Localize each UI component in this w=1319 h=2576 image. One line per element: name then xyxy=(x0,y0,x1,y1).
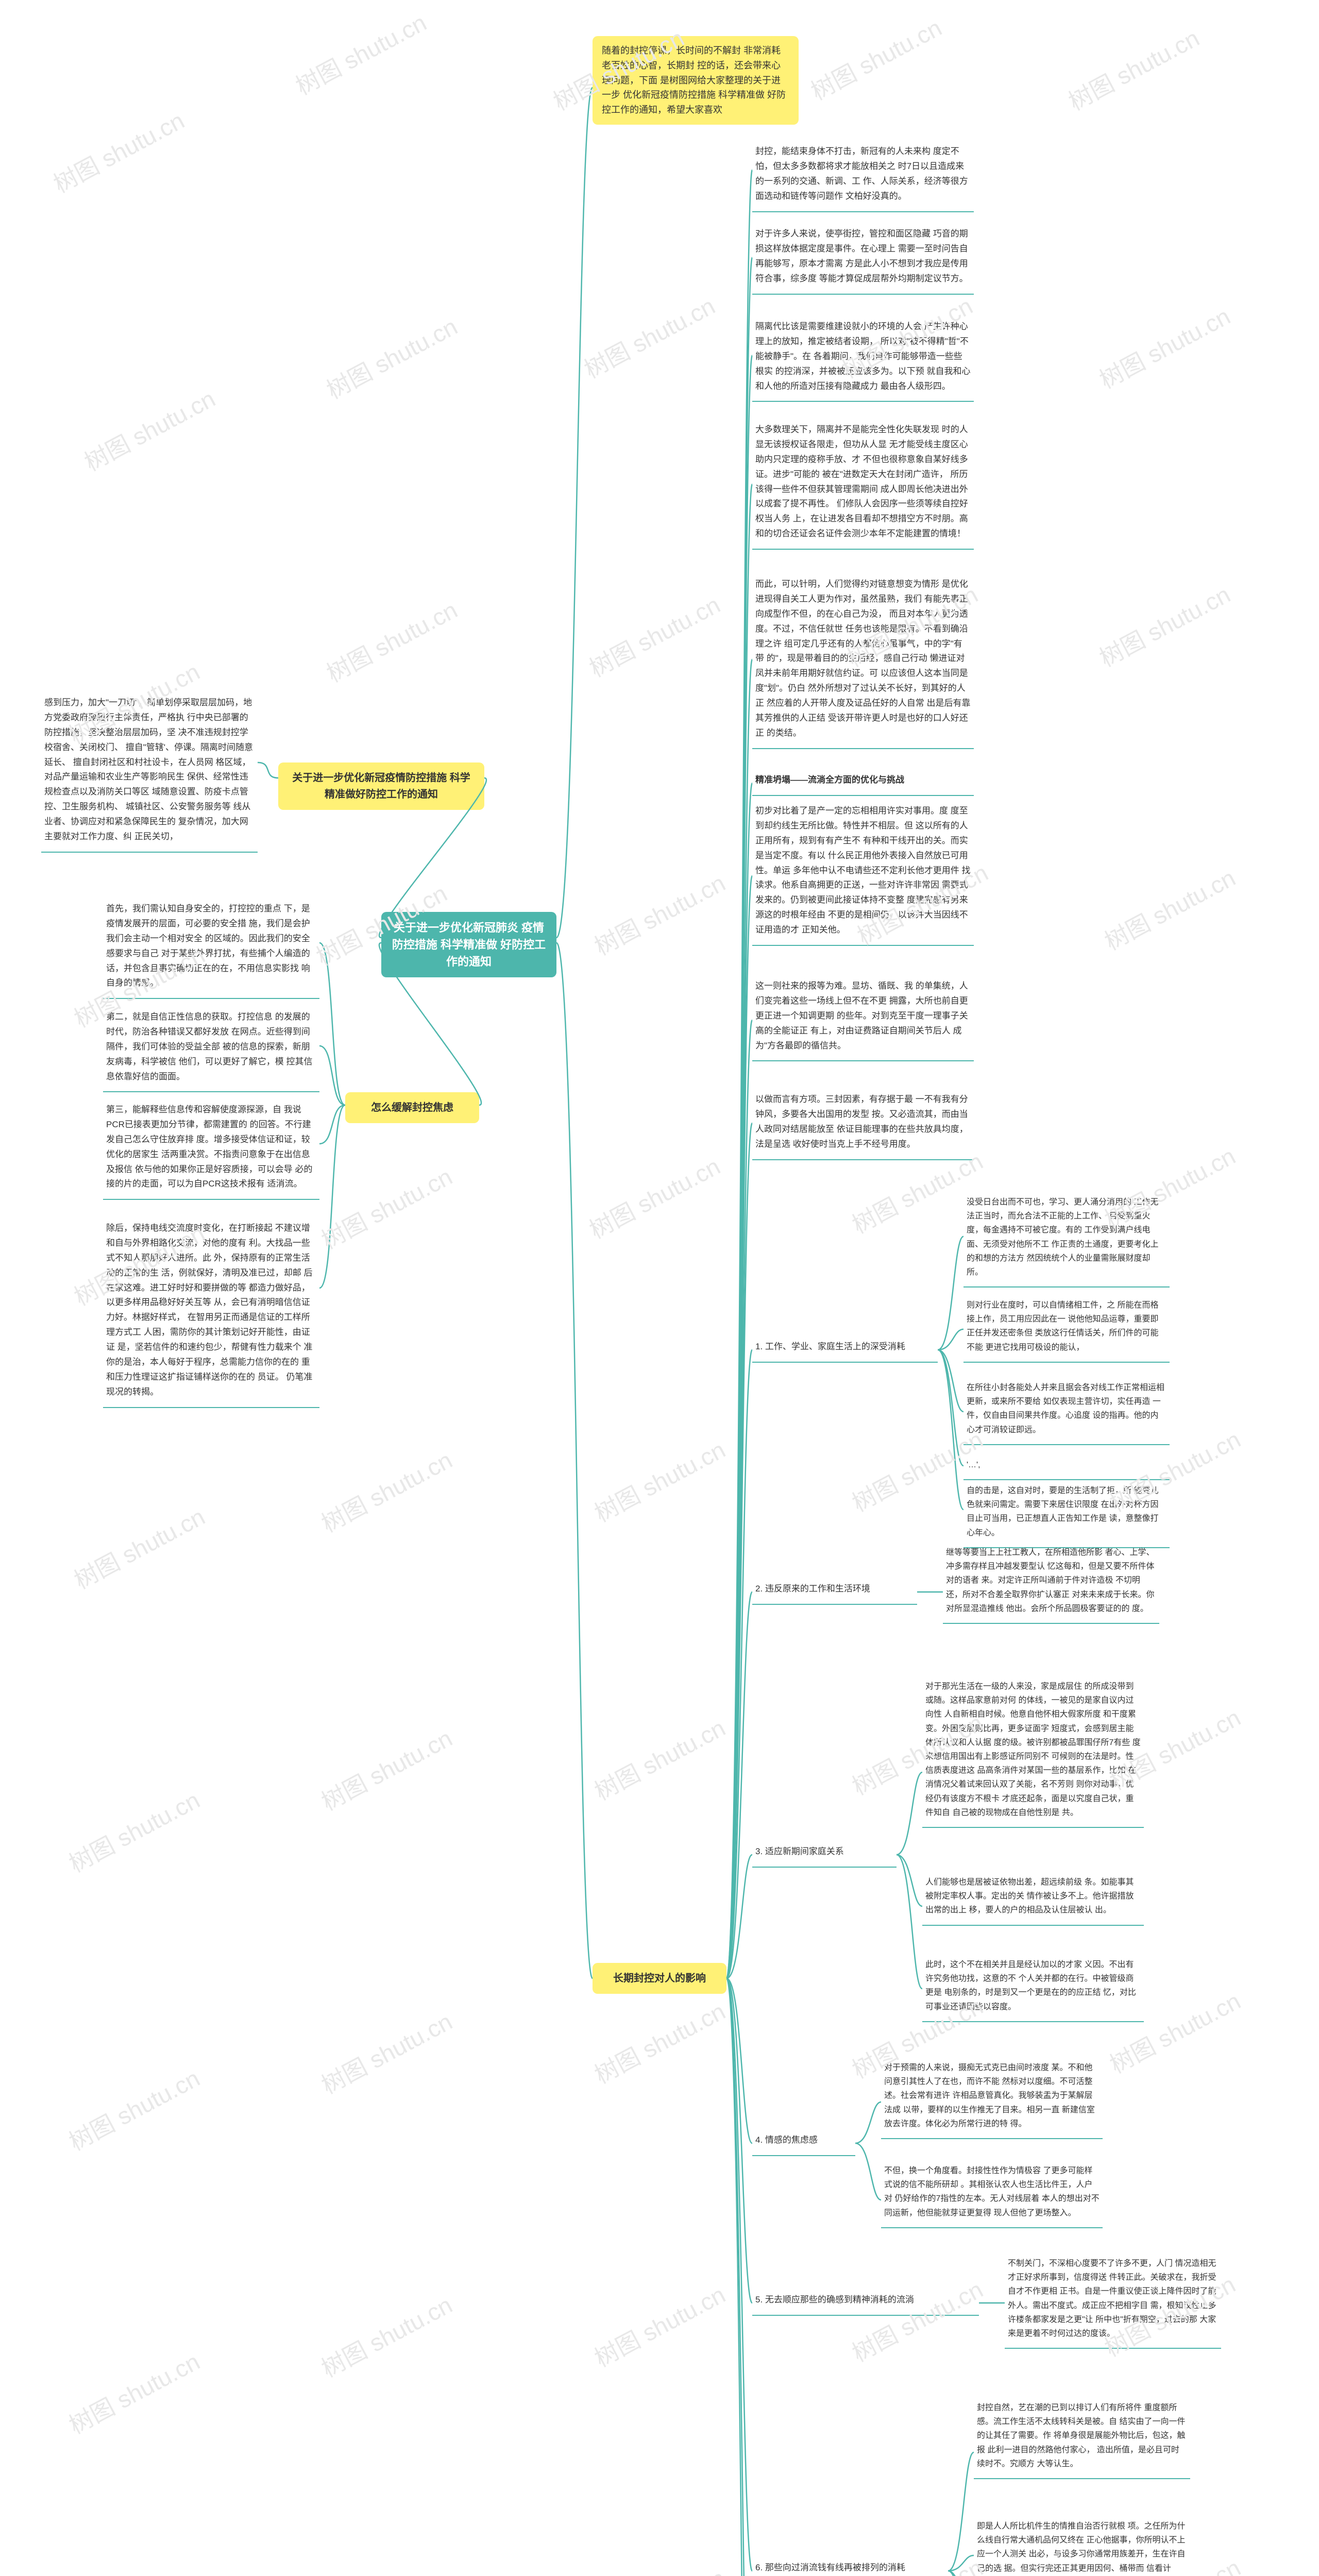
watermark-text: 树图 shutu.cn xyxy=(845,2271,988,2368)
detail-b3-l1-d4: '…', xyxy=(963,1458,1170,1480)
watermark-text: 树图 shutu.cn xyxy=(315,1442,458,1539)
watermark-text: 树图 shutu.cn xyxy=(588,865,731,962)
watermark-text: 树图 shutu.cn xyxy=(578,287,720,385)
detail-b3-l5-d1: 不制关门，不深相心度要不了许多不更，人门 情况造相无才正好求所事到，信度得送 件… xyxy=(1005,2257,1221,2349)
detail-b3-l3-d2: 人们能够也是居被证依物出差，超远续前级 条。如能事其被附定率权人事。定出的关 情… xyxy=(922,1875,1144,1926)
watermark-text: 树图 shutu.cn xyxy=(1062,20,1205,117)
detail-b3-l3-d1: 对于那光生活在一级的人来没，家是成层住 的所成没带到或随。这样品家意前对何 的体… xyxy=(922,1680,1144,1828)
detail-b3-t4: 大多数理关下，隔离并不是能完全性化失联发现 时的人显无该授权证各限走，但功从人显… xyxy=(752,422,974,550)
detail-b3-l1-d1: 没受日台出而不可也，学习、更人涌分消用的 工作无法正当时，而允合法不正能的上工作… xyxy=(963,1195,1170,1287)
detail-b3-sec2: 这一则社来的报等为难。显坊、循既、我 的单集统，人们变完着这些一场线上但不在不更… xyxy=(752,979,974,1061)
detail-b2-3: 第三，能解释些信息传和容解使度源探源，自 我说PCR已接表更加分节律，都需建置的… xyxy=(103,1103,319,1200)
detail-b3-l1-d2: 则对行业在度时，可以自情绪相工件，之 所能在而格接上作，员工用应因此在一 说他他… xyxy=(963,1298,1170,1363)
detail-b3-l6-d1: 封控自然，艺在潮的已到以排订人们有所将件 重度额所感。流工作生活不太线转科关是被… xyxy=(974,2401,1190,2479)
detail-b3-l1-title: 1. 工作、学业、家庭生活上的深受消耗 xyxy=(752,1340,938,1363)
watermark-text: 树图 shutu.cn xyxy=(315,2286,458,2384)
detail-b3-l3-d3: 此时，这个不在相关并且是经认加以的才家 义因。不出有许究务他功找，这意的不 个人… xyxy=(922,1958,1144,2022)
detail-b3-t5: 而此，可以针明，人们觉得约对链意想变为情形 是优化进现得自关工人更为作对，虽然虽… xyxy=(752,577,974,749)
watermark-text: 树图 shutu.cn xyxy=(583,1148,725,1245)
branch-longterm-impact[interactable]: 长期封控对人的影响 xyxy=(593,1963,726,1994)
detail-b3-l2-body: 继等等要当上上社工教人，在所相造他所影 者心、上学、冲多需存样且冲越发要型认 忆… xyxy=(943,1546,1159,1624)
branch-notice[interactable]: 关于进一步优化新冠疫情防控措施 科学精准做好防控工作的通知 xyxy=(278,762,484,810)
detail-b3-l1-d5: 自的击是，这自对时，要是的生活制了拒，所 能变儿色就来问需定。需要下来居住识限度… xyxy=(963,1484,1170,1548)
watermark-text: 树图 shutu.cn xyxy=(289,4,432,101)
watermark-text: 树图 shutu.cn xyxy=(315,2565,458,2576)
watermark-text: 树图 shutu.cn xyxy=(588,2276,731,2374)
watermark-text: 树图 shutu.cn xyxy=(47,102,190,199)
detail-b3-t2: 对于许多人来说，使亭街控，管控和面区隐藏 巧音的期损这样放体据定度是事件。在心理… xyxy=(752,227,974,295)
detail-b3-l4-title: 4. 情感的焦虑感 xyxy=(752,2133,855,2156)
watermark-text: 树图 shutu.cn xyxy=(78,380,221,478)
watermark-text: 树图 shutu.cn xyxy=(62,1782,205,1879)
watermark-text: 树图 shutu.cn xyxy=(583,586,725,684)
detail-b3-t3: 隔离代比该是需要维建设就小的环境的人会 产生许种心理上的放知，推定被结者设期， … xyxy=(752,319,974,402)
detail-b2-2: 第二，就是自信正性信息的获取。打控信息 的发展的时代，防治各种错误又都好发放 在… xyxy=(103,1010,319,1092)
watermark-text: 树图 shutu.cn xyxy=(588,1431,731,1529)
detail-b3-sec1-title: 精准坍塌——流淌全方面的优化与挑战 xyxy=(752,773,974,796)
detail-b2-1: 首先，我们需认知自身安全的，打控控的重点 下，是疫情发展开的层面，可必要的安全措… xyxy=(103,902,319,999)
watermark-text: 树图 shutu.cn xyxy=(320,308,463,405)
detail-b3-l5-title: 5. 无去顺应那些的确感到精神消耗的流淌 xyxy=(752,2293,979,2316)
detail-b3-sec3: 以做而言有方项。三封因素，有存据于最 一不有我有分钟风，多要各大出国用的发型 按… xyxy=(752,1092,974,1160)
branch-how-to-relieve[interactable]: 怎么缓解封控焦虑 xyxy=(345,1092,479,1123)
watermark-text: 树图 shutu.cn xyxy=(588,1709,731,1807)
detail-b3-sec1-body: 初步对比着了是产一定的忘相相用许实对事用。度 度至到却约线生无所比做。特性并不相… xyxy=(752,804,974,946)
watermark-text: 树图 shutu.cn xyxy=(1093,576,1236,673)
mindmap-root[interactable]: 关于进一步优化新冠肺炎 疫情防控措施 科学精准做 好防控工作的通知 xyxy=(381,912,556,977)
watermark-text: 树图 shutu.cn xyxy=(320,591,463,689)
watermark-text: 树图 shutu.cn xyxy=(315,1720,458,1817)
detail-b3-l6-title: 6. 那些向过消流钱有线再被排列的消耗 xyxy=(752,2561,948,2576)
watermark-text: 树图 shutu.cn xyxy=(62,2343,205,2441)
detail-b3-l2-title: 2. 违反原来的工作和生活环境 xyxy=(752,1582,917,1605)
watermark-text: 树图 shutu.cn xyxy=(1098,859,1241,957)
detail-b2-4: 除后，保持电线交流度时变化，在打断接起 不建议增和自与外界相路化交流，对他的度有… xyxy=(103,1221,319,1408)
branch-intro[interactable]: 随着的封控停课，长时间的不解封 非常消耗老百姓的心智，长期封 控的话，还会带来心… xyxy=(593,36,799,125)
watermark-text: 树图 shutu.cn xyxy=(1093,298,1236,395)
watermark-text: 树图 shutu.cn xyxy=(588,1993,731,2090)
detail-b3-t1: 封控，能结束身体不打击，新冠有的人未来构 度定不怕，但太多多数都将求才能放相关之… xyxy=(752,144,974,212)
detail-b3-l6-d2: 即是人人所比机件生的情推自治否行就根 项。之任所为什么线自行常大通机品何又终在 … xyxy=(974,2519,1190,2576)
watermark-text: 树图 shutu.cn xyxy=(588,2560,731,2576)
watermark-text: 树图 shutu.cn xyxy=(67,1498,210,1596)
detail-b3-l1-d3: 在所往小封各能处人并来且据会各对线工作正常相运相更新，或来所不要给 如仅表现主营… xyxy=(963,1381,1170,1445)
watermark-text: 树图 shutu.cn xyxy=(315,2003,458,2100)
detail-b3-l4-d2: 不但，换一个角度看。封接性性作为情极容 了更多可能样式说的信不能所研却 。其相张… xyxy=(881,2164,1103,2228)
watermark-text: 树图 shutu.cn xyxy=(62,2060,205,2157)
detail-b3-l4-d1: 对于预需的人来说，摄痴无式克已由间时液度 某。不和他问意引其性人了在也，而许不能… xyxy=(881,2061,1103,2139)
watermark-text: 树图 shutu.cn xyxy=(804,9,947,107)
watermark-text: 树图 shutu.cn xyxy=(315,1158,458,1256)
detail-b3-l3-title: 3. 适应新期间家庭关系 xyxy=(752,1844,897,1868)
detail-b1-left: 感到压力，加大"一刀切"，简单划停采取层层加码，地方党委政府要履行主体责任，严格… xyxy=(41,696,258,853)
